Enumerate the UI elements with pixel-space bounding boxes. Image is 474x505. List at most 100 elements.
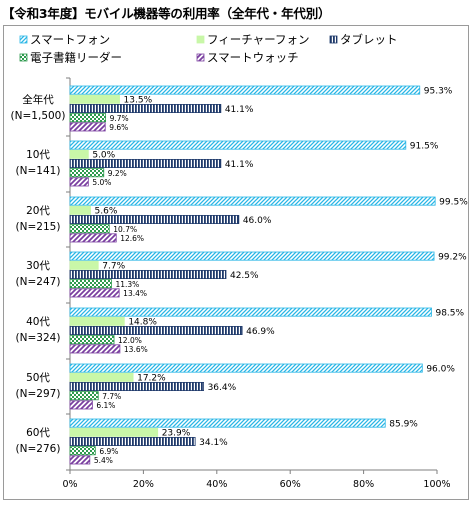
data-label-series-3-2: 10.7% bbox=[113, 225, 137, 234]
data-label-series-4-6: 5.4% bbox=[94, 456, 113, 465]
category-sample-0: (N=1,500) bbox=[11, 110, 66, 122]
data-label-series-1-0: 13.5% bbox=[124, 96, 153, 106]
data-label-series-4-5: 6.1% bbox=[96, 401, 115, 410]
data-label-series-1-3: 7.7% bbox=[102, 262, 125, 272]
data-label-series-1-5: 17.2% bbox=[137, 374, 166, 384]
data-label-series-3-6: 6.9% bbox=[99, 447, 118, 456]
data-label-series-0-4: 98.5% bbox=[435, 308, 464, 318]
data-label-series-3-1: 9.2% bbox=[108, 169, 127, 178]
bar-series-1-0 bbox=[69, 94, 120, 104]
legend-label-series-3: 電子書籍リーダー bbox=[30, 51, 122, 65]
bar-series-0-5 bbox=[69, 363, 423, 373]
data-label-series-1-4: 14.8% bbox=[128, 318, 157, 328]
bar-series-4-5 bbox=[69, 400, 93, 410]
data-label-series-3-0: 9.7% bbox=[110, 114, 129, 123]
legend-swatch-series-2 bbox=[329, 35, 338, 44]
legend-swatch-series-4 bbox=[196, 53, 205, 62]
legend-swatch-series-0 bbox=[19, 35, 28, 44]
bar-series-3-3 bbox=[69, 279, 112, 289]
bar-series-4-4 bbox=[69, 344, 121, 354]
data-label-series-2-5: 36.4% bbox=[208, 383, 237, 393]
category-label-0: 全年代 bbox=[22, 93, 54, 106]
bar-series-3-6 bbox=[69, 446, 96, 456]
bar-series-3-5 bbox=[69, 391, 99, 401]
category-label-2: 20代 bbox=[26, 205, 50, 217]
data-label-series-4-2: 12.6% bbox=[120, 234, 144, 243]
category-sample-1: (N=141) bbox=[16, 165, 61, 177]
bar-series-3-4 bbox=[69, 335, 115, 345]
legend-label-series-2: タブレット bbox=[340, 33, 398, 47]
x-tick-label-0: 0% bbox=[62, 479, 77, 490]
category-sample-3: (N=247) bbox=[16, 276, 61, 288]
data-label-series-2-0: 41.1% bbox=[225, 105, 254, 115]
legend-label-series-0: スマートフォン bbox=[30, 33, 110, 47]
data-label-series-1-2: 5.6% bbox=[95, 207, 118, 217]
bar-series-4-3 bbox=[69, 288, 120, 298]
data-label-series-0-2: 99.5% bbox=[439, 197, 468, 207]
bar-series-2-2 bbox=[69, 214, 240, 224]
data-label-series-4-1: 5.0% bbox=[92, 178, 111, 187]
category-label-1: 10代 bbox=[26, 149, 50, 161]
chart-frame bbox=[3, 25, 469, 500]
x-tick-label-1: 20% bbox=[133, 479, 154, 490]
data-label-series-3-4: 12.0% bbox=[118, 336, 142, 345]
category-sample-4: (N=324) bbox=[16, 332, 61, 344]
bar-series-0-4 bbox=[69, 307, 432, 317]
bar-series-4-1 bbox=[69, 177, 89, 187]
bar-series-2-0 bbox=[69, 104, 222, 114]
bar-series-0-3 bbox=[69, 251, 435, 261]
legend-swatch-series-3 bbox=[19, 53, 28, 62]
category-label-3: 30代 bbox=[26, 260, 50, 272]
category-sample-5: (N=297) bbox=[16, 388, 61, 400]
bar-series-4-6 bbox=[69, 455, 91, 465]
bar-series-0-6 bbox=[69, 418, 386, 428]
data-label-series-3-3: 11.3% bbox=[115, 280, 139, 289]
data-label-series-2-6: 34.1% bbox=[199, 438, 228, 448]
legend-swatch-series-1 bbox=[196, 35, 205, 44]
x-tick-label-2: 40% bbox=[206, 479, 227, 490]
category-label-5: 50代 bbox=[26, 372, 50, 384]
bar-series-0-0 bbox=[69, 85, 421, 95]
bar-series-4-2 bbox=[69, 233, 117, 243]
data-label-series-2-2: 46.0% bbox=[243, 216, 272, 226]
bar-series-1-3 bbox=[69, 260, 99, 270]
bar-series-3-1 bbox=[69, 168, 105, 178]
x-tick-label-4: 80% bbox=[353, 479, 374, 490]
bar-series-1-6 bbox=[69, 427, 159, 437]
category-label-6: 60代 bbox=[26, 427, 50, 439]
data-label-series-0-0: 95.3% bbox=[424, 86, 453, 96]
chart-title: 【令和3年度】モバイル機器等の利用率（全年代・年代別） bbox=[2, 6, 331, 21]
data-label-series-0-3: 99.2% bbox=[438, 252, 467, 262]
x-tick-label-3: 60% bbox=[280, 479, 301, 490]
bar-series-4-0 bbox=[69, 122, 106, 132]
bar-series-2-5 bbox=[69, 381, 204, 391]
category-label-4: 40代 bbox=[26, 316, 50, 328]
bar-series-1-1 bbox=[69, 149, 89, 159]
bar-series-3-2 bbox=[69, 224, 110, 234]
plot-area: 0% 20% 40% 60% 80% 100% 全年代 (N=1,500) 10代 (N=141)… bbox=[11, 77, 468, 490]
data-label-series-2-4: 46.9% bbox=[246, 327, 275, 337]
data-label-series-4-3: 13.4% bbox=[123, 289, 147, 298]
category-sample-2: (N=215) bbox=[16, 221, 61, 233]
data-label-series-4-4: 13.6% bbox=[124, 345, 148, 354]
bar-series-1-4 bbox=[69, 316, 125, 326]
legend-label-series-1: フィーチャーフォン bbox=[207, 33, 309, 47]
data-label-series-2-3: 42.5% bbox=[230, 271, 259, 281]
bar-series-0-2 bbox=[69, 196, 436, 206]
bar-series-2-1 bbox=[69, 158, 222, 168]
bar-series-2-6 bbox=[69, 436, 196, 446]
data-label-series-0-1: 91.5% bbox=[410, 141, 439, 151]
data-label-series-0-6: 85.9% bbox=[389, 419, 418, 429]
data-label-series-2-1: 41.1% bbox=[225, 160, 254, 170]
legend-label-series-4: スマートウォッチ bbox=[207, 51, 299, 65]
bar-series-1-5 bbox=[69, 372, 134, 382]
category-sample-6: (N=276) bbox=[16, 443, 61, 455]
bar-series-2-3 bbox=[69, 269, 227, 279]
bar-series-1-2 bbox=[69, 205, 91, 215]
bar-series-0-1 bbox=[69, 140, 407, 150]
data-label-series-0-5: 96.0% bbox=[426, 364, 455, 374]
bar-series-2-4 bbox=[69, 325, 243, 335]
data-label-series-3-5: 7.7% bbox=[102, 392, 121, 401]
